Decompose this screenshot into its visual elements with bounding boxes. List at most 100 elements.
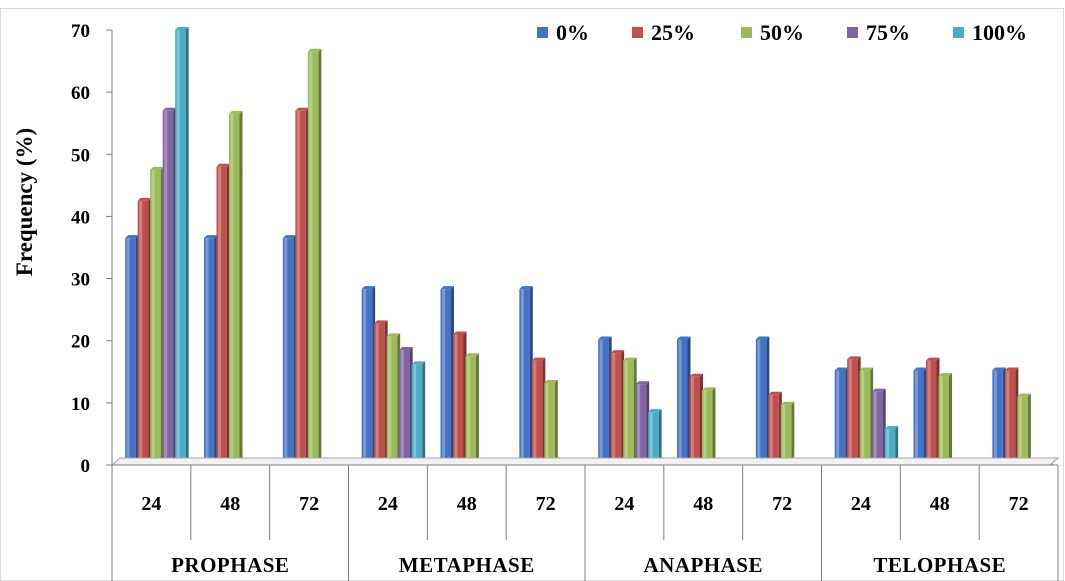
bar-front (295, 110, 306, 466)
bar-highlight (649, 412, 653, 465)
bar-highlight (927, 360, 931, 465)
x-subcategory-label: 72 (1009, 493, 1029, 515)
x-subcategory-label: 48 (693, 493, 713, 515)
bar (125, 235, 139, 465)
y-tick-label: 0 (81, 456, 91, 477)
bar (531, 357, 546, 465)
bar (411, 361, 426, 465)
bar-highlight (678, 339, 682, 465)
bar (780, 401, 795, 465)
bar-top (780, 401, 795, 405)
bar-highlight (873, 391, 877, 465)
bar (768, 391, 782, 465)
bar-top (834, 367, 849, 371)
bar-top (307, 48, 322, 52)
bar-top (913, 367, 927, 371)
bar-front (1017, 396, 1028, 465)
bar-front (531, 360, 543, 465)
bar-front (175, 30, 186, 465)
bar (361, 286, 376, 465)
bar-front (229, 113, 240, 466)
y-tick-label: 20 (71, 332, 90, 353)
bar-highlight (915, 370, 918, 465)
bar-front (453, 334, 464, 465)
bar-front (884, 428, 896, 465)
bar (399, 347, 413, 465)
bar-highlight (296, 110, 300, 466)
bar-side (318, 48, 322, 465)
y-tick-label: 40 (71, 207, 90, 228)
bar-top (216, 163, 230, 167)
x-subcategory-label: 24 (378, 493, 398, 515)
bar-front (216, 166, 227, 465)
bar-front (374, 323, 385, 465)
legend-swatch (537, 27, 548, 38)
x-subcategory-label: 24 (614, 493, 634, 515)
bar-front (872, 391, 883, 465)
bar-highlight (151, 169, 155, 466)
bar-front (125, 238, 136, 465)
bar-top (635, 381, 650, 385)
bar (992, 367, 1006, 465)
legend-swatch (632, 27, 643, 38)
bar-front (768, 394, 779, 465)
bar (610, 350, 625, 465)
bar-front (598, 339, 609, 465)
bar (755, 336, 770, 465)
bar (859, 367, 874, 465)
bar-side (554, 379, 558, 465)
bar-top (175, 27, 189, 30)
bar-top (872, 388, 886, 392)
bar-front (150, 169, 161, 466)
bar-front (282, 238, 294, 465)
bar (872, 388, 886, 465)
y-tick-labels: 0 10 20 30 40 50 60 70 (71, 21, 112, 477)
bar-highlight (612, 353, 616, 465)
x-subcategory-label: 48 (930, 493, 950, 515)
bar-top (884, 425, 899, 429)
y-tick-label: 60 (71, 83, 90, 104)
bar (465, 353, 479, 465)
bar (847, 356, 861, 465)
bar (216, 163, 230, 465)
bar (440, 286, 454, 465)
bar-front (1004, 370, 1016, 465)
bar-highlight (363, 289, 367, 465)
legend-label: 0% (556, 20, 589, 45)
chart-floor (110, 457, 1060, 466)
bar-highlight (218, 166, 221, 465)
y-tick-label: 30 (71, 270, 90, 291)
bars (125, 27, 1053, 466)
bar-front (411, 364, 423, 465)
bar-front (938, 376, 949, 465)
bar-top (150, 166, 164, 170)
bar-highlight (703, 390, 707, 465)
y-tick-label: 70 (71, 21, 90, 42)
bar-front (847, 359, 858, 465)
bar-highlight (454, 334, 458, 465)
bar-highlight (691, 376, 694, 465)
bar-front (834, 370, 846, 465)
bar-top (859, 367, 874, 371)
bar-front (544, 382, 555, 465)
bar-highlight (769, 394, 773, 465)
x-subcategory-label: 72 (772, 493, 792, 515)
bar (1004, 367, 1019, 465)
y-tick-label: 10 (71, 394, 90, 415)
bar-front (635, 384, 647, 465)
bar-highlight (176, 30, 180, 465)
bar-front (399, 350, 410, 465)
legend-item: 50% (741, 20, 804, 45)
bar-top (926, 357, 940, 361)
bar (229, 110, 243, 466)
bar-highlight (284, 238, 288, 465)
bar (204, 235, 218, 465)
bar-highlight (624, 360, 628, 465)
legend-item: 0% (537, 20, 589, 45)
bar-top (386, 333, 401, 337)
bar-top (702, 387, 716, 391)
bar-highlight (205, 238, 209, 465)
bar-top (465, 353, 479, 357)
bar-highlight (400, 350, 404, 465)
bar-front (702, 390, 713, 465)
